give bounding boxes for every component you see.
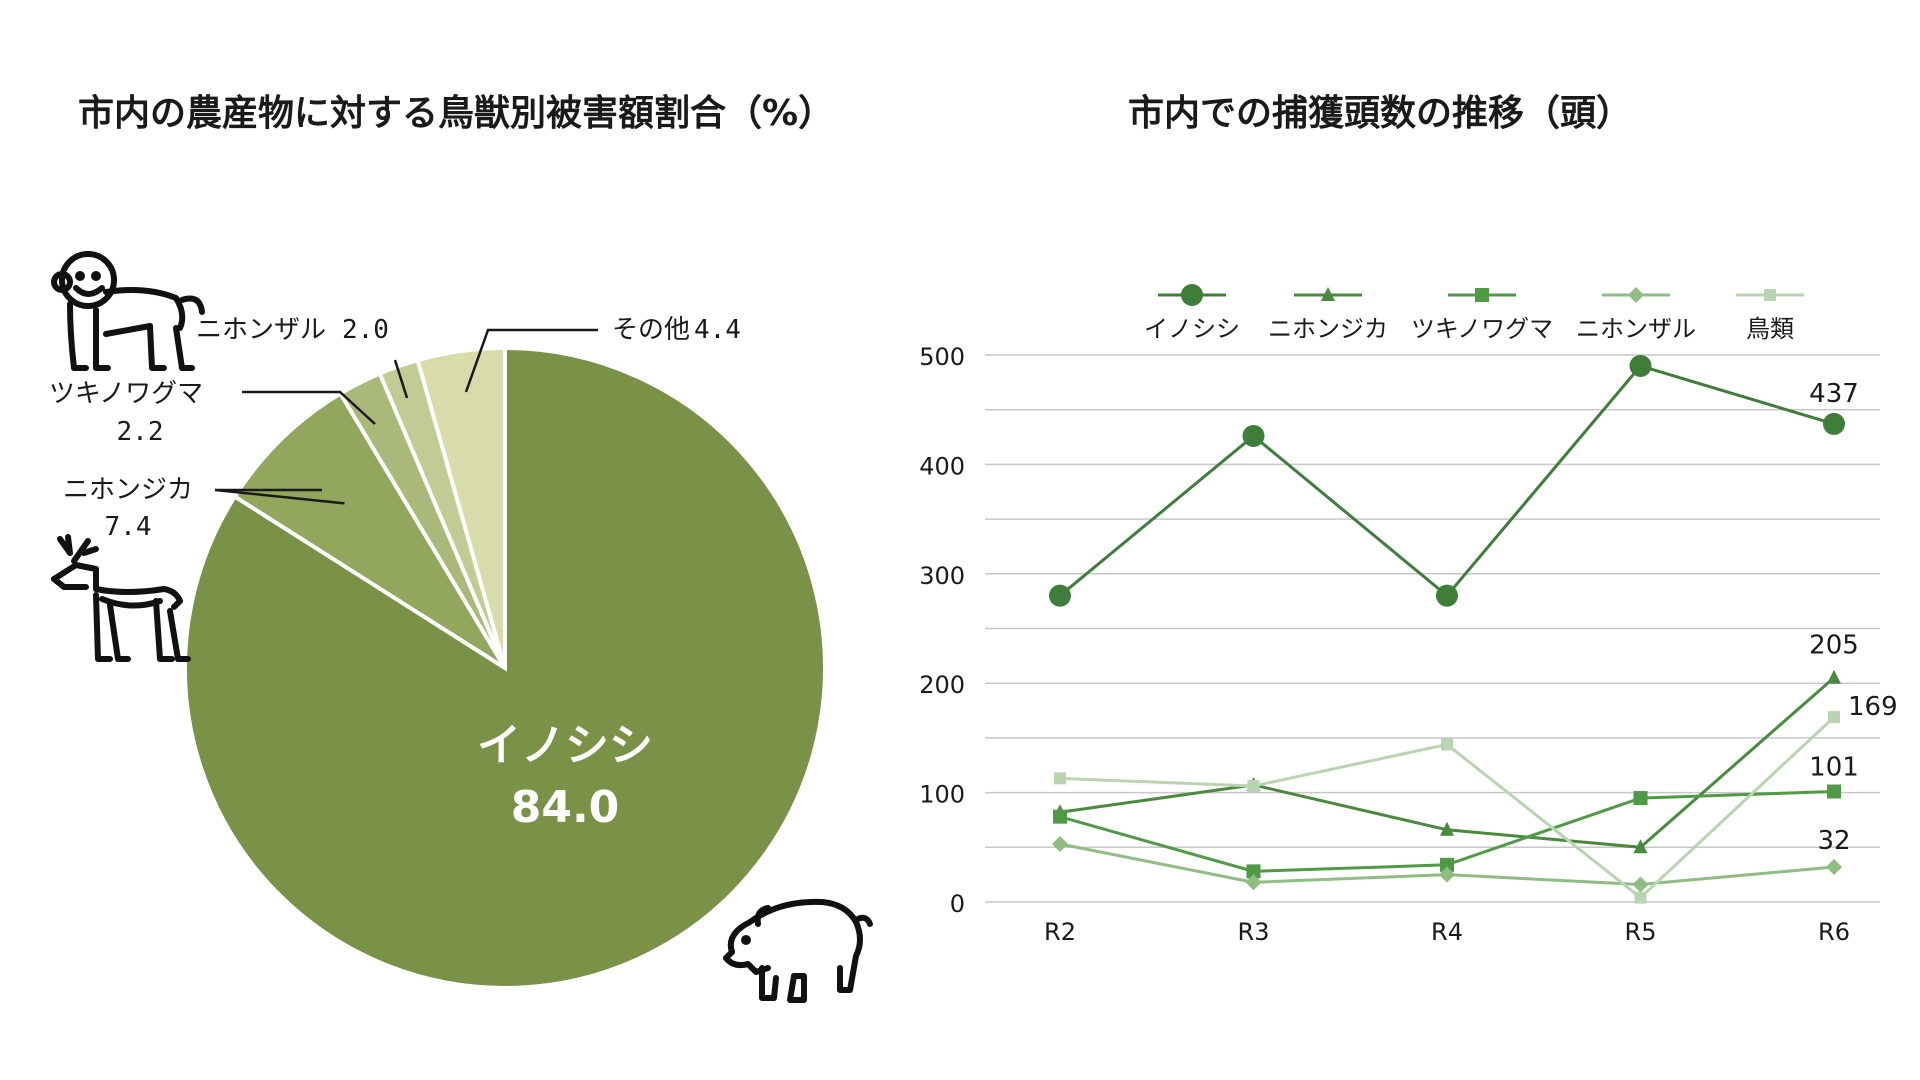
- pie-label-inoshishi-name: イノシシ: [477, 720, 653, 771]
- x-tick-label: R2: [1044, 918, 1076, 946]
- boar-icon: [723, 898, 873, 1003]
- line-chart-legend: イノシシ ニホンジカ ツキノワグマ ニホンザル 鳥類: [1144, 284, 1804, 343]
- data-point: [1827, 669, 1841, 684]
- pie-label-nihonzaru-value: 2.0: [342, 315, 389, 345]
- data-point: [1246, 864, 1261, 879]
- line-chart-grid: [985, 354, 1880, 903]
- legend-marker: [1181, 284, 1203, 306]
- pie-leader-line: [214, 488, 345, 505]
- data-point: [1049, 584, 1071, 607]
- series-end-label: 205: [1809, 631, 1859, 661]
- legend-marker: [1321, 287, 1335, 301]
- pie-label-nihonzaru-name: ニホンザル: [196, 315, 326, 345]
- legend-label: ニホンザル: [1576, 315, 1696, 343]
- line-chart-title: 市内での捕獲頭数の推移（頭）: [1128, 93, 1633, 134]
- pie-chart-title: 市内の農産物に対する鳥獣別被害額割合（%）: [78, 93, 835, 134]
- pie-label-tsukinowaguma-name: ツキノワグマ: [49, 379, 203, 409]
- pie-label-inoshishi-value: 84.0: [511, 782, 620, 833]
- data-point: [1826, 858, 1842, 875]
- data-point: [1440, 857, 1454, 872]
- data-point: [1245, 874, 1262, 891]
- pie-leader-line: [393, 359, 409, 399]
- data-point: [1054, 772, 1066, 785]
- data-point: [1827, 784, 1841, 799]
- series-end-label: 437: [1809, 379, 1859, 409]
- data-point: [1247, 780, 1260, 793]
- data-point: [1242, 424, 1265, 447]
- data-point: [1053, 809, 1067, 824]
- legend-marker: [1628, 287, 1644, 303]
- data-point: [1629, 354, 1652, 377]
- pie-chart: [183, 345, 827, 990]
- data-point: [1633, 839, 1648, 854]
- legend-label: 鳥類: [1746, 315, 1794, 343]
- line-chart-series: 437 205 101 32 169: [1049, 354, 1898, 904]
- pie-label-tsukinowaguma-value: 2.2: [117, 417, 164, 447]
- x-tick-label: R5: [1625, 918, 1657, 946]
- series-end-label: 101: [1809, 753, 1859, 783]
- legend-label: ツキノワグマ: [1411, 315, 1553, 343]
- data-point: [1634, 891, 1647, 904]
- legend-label: イノシシ: [1144, 315, 1240, 343]
- series-end-label: 32: [1817, 826, 1850, 856]
- line-chart-axis: 0 100 200 300 400 500 R2 R3 R4 R5 R6: [919, 343, 1850, 946]
- x-tick-label: R6: [1818, 918, 1850, 946]
- data-point: [1828, 711, 1840, 724]
- x-tick-label: R3: [1238, 918, 1270, 946]
- pie-label-nihonjika-name: ニホンジカ: [63, 475, 193, 505]
- data-point: [1440, 821, 1454, 836]
- y-tick-label: 500: [919, 343, 965, 371]
- y-tick-label: 0: [950, 890, 965, 918]
- deer-icon: [51, 534, 191, 662]
- legend-marker: [1764, 289, 1776, 301]
- data-point: [1632, 876, 1649, 893]
- data-point: [1436, 584, 1458, 607]
- y-tick-label: 400: [919, 452, 965, 480]
- pie-labels: イノシシ 84.0 ニホンジカ 7.4 ツキノワグマ 2.2 ニホンザル 2.0 その他 4.4: [49, 315, 741, 833]
- series-end-label: 169: [1848, 692, 1898, 722]
- pie-slice-5: [415, 345, 507, 669]
- pie-leader-line: [464, 328, 598, 393]
- legend-marker: [1475, 288, 1489, 302]
- pie-label-nihonjika-value: 7.4: [105, 512, 152, 542]
- pie-label-sonota-name: その他: [612, 315, 690, 345]
- data-point: [1633, 791, 1648, 806]
- y-tick-label: 300: [919, 562, 965, 590]
- y-tick-label: 200: [919, 671, 965, 699]
- data-point: [1052, 836, 1068, 853]
- monkey-icon: [51, 251, 205, 371]
- x-tick-label: R4: [1431, 918, 1463, 946]
- pie-label-sonota-value: 4.4: [694, 315, 741, 345]
- legend-label: ニホンジカ: [1268, 315, 1388, 343]
- y-tick-label: 100: [919, 781, 965, 809]
- pie-leader-line: [242, 390, 376, 425]
- series-line: [1059, 364, 1835, 598]
- data-point: [1823, 412, 1845, 435]
- data-point: [1441, 738, 1453, 751]
- data-point: [1439, 866, 1455, 883]
